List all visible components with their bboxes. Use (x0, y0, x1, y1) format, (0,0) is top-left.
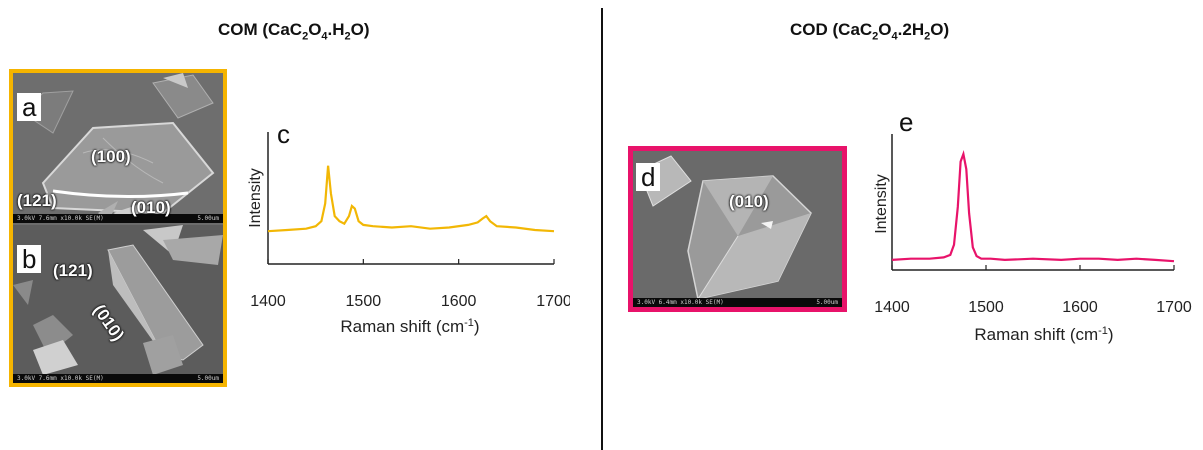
face-label-b-121: (121) (53, 261, 93, 280)
chart-letter-e: e (899, 107, 914, 137)
chart-letter-c: c (277, 119, 290, 149)
x-tick-label-1700: 1700 (536, 293, 570, 310)
x-tick-label-1500: 1500 (346, 293, 382, 310)
x-axis-title: Raman shift (cm-1) (974, 325, 1113, 344)
sem-infobar-a: 3.0kV 7.6mm x10.0k SE(M) 5.00um (13, 214, 223, 223)
x-tick-label-1500: 1500 (968, 299, 1004, 316)
sem-infobar-d: 3.0kV 6.4mm x10.0k SE(M) 5.00um (633, 298, 842, 307)
raman-chart-c: 1400 1500 1600 1700 Intensity Raman shift (… (247, 132, 570, 336)
x-tick-label-1700: 1700 (1156, 299, 1192, 316)
x-tick-label-1600: 1600 (441, 293, 477, 310)
face-label-a-100: (100) (91, 147, 131, 166)
sem-infobar-b: 3.0kV 7.6mm x10.0k SE(M) 5.00um (13, 374, 223, 383)
com-title: COM (CaC2O4.H2O) (218, 20, 370, 43)
x-tick-label-1600: 1600 (1062, 299, 1098, 316)
x-tick-label-1400: 1400 (874, 299, 910, 316)
sem-image-a: 3.0kV 7.6mm x10.0k SE(M) 5.00um (13, 73, 223, 223)
panel-letter-b: b (17, 245, 42, 273)
face-label-a-121: (121) (17, 191, 57, 210)
section-divider (601, 8, 603, 450)
x-tick-label-1400: 1400 (250, 293, 286, 310)
raman-spectrum-line (267, 165, 555, 233)
cod-image-frame: 3.0kV 6.4mm x10.0k SE(M) 5.00um d (010) (628, 146, 847, 312)
y-axis-title: Intensity (873, 174, 890, 234)
face-label-d-010: (010) (729, 192, 769, 211)
cod-title: COD (CaC2O4.2H2O) (790, 20, 950, 43)
x-axis-title: Raman shift (cm-1) (340, 317, 479, 336)
panel-letter-d: d (636, 163, 661, 191)
com-image-frame: 3.0kV 7.6mm x10.0k SE(M) 5.00um a (100) (… (9, 69, 227, 387)
y-axis-title: Intensity (247, 168, 264, 228)
sem-image-b: 3.0kV 7.6mm x10.0k SE(M) 5.00um (13, 225, 223, 383)
raman-chart-e: 1400 1500 1600 1700 Intensity Raman shift (… (873, 134, 1192, 344)
face-label-a-010: (010) (131, 198, 171, 217)
sem-image-d: 3.0kV 6.4mm x10.0k SE(M) 5.00um (633, 151, 842, 307)
panel-letter-a: a (17, 93, 42, 121)
raman-spectrum-line (891, 150, 1175, 263)
